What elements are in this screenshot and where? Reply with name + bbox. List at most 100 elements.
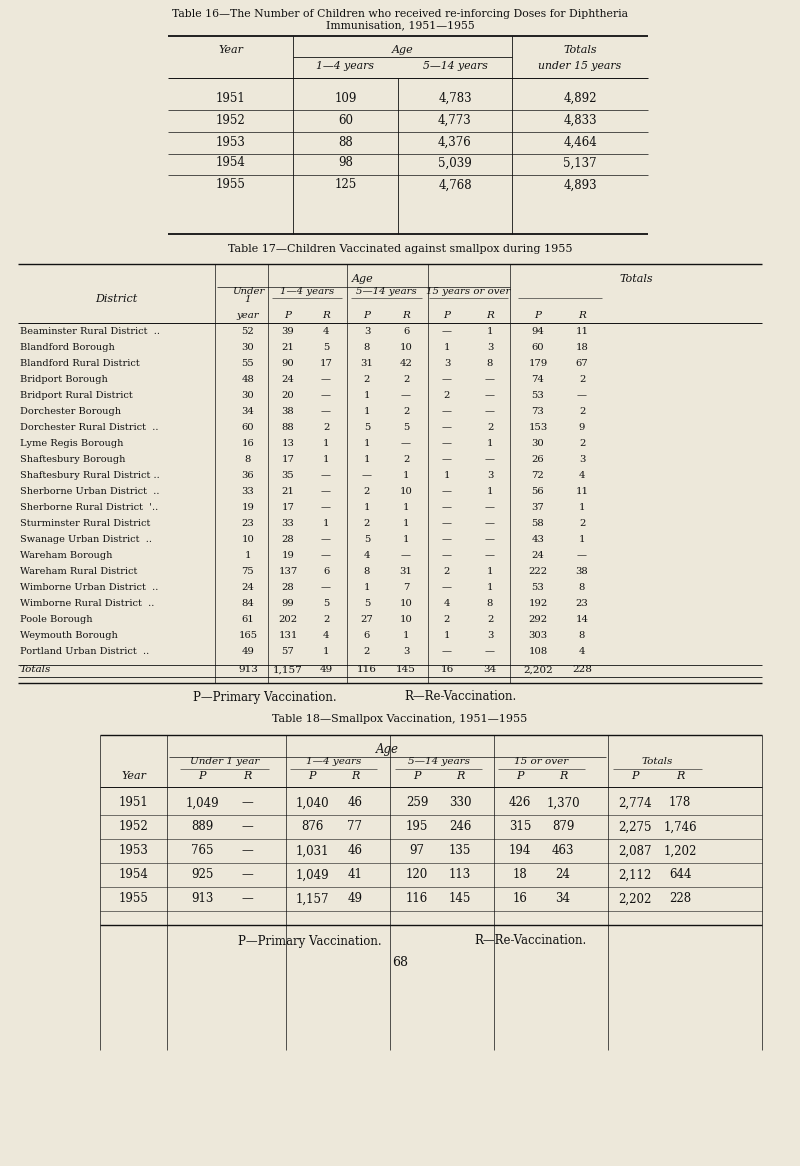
Text: Under 1 year: Under 1 year xyxy=(190,758,259,766)
Text: 14: 14 xyxy=(575,616,589,625)
Text: 94: 94 xyxy=(531,328,545,337)
Text: 879: 879 xyxy=(552,821,574,834)
Text: 925: 925 xyxy=(191,869,213,881)
Text: 2: 2 xyxy=(364,487,370,497)
Text: 913: 913 xyxy=(238,666,258,674)
Text: —: — xyxy=(485,647,495,656)
Text: 21: 21 xyxy=(282,487,294,497)
Text: —: — xyxy=(485,375,495,385)
Text: 3: 3 xyxy=(444,359,450,368)
Text: —: — xyxy=(485,456,495,464)
Text: 1: 1 xyxy=(402,632,410,640)
Text: Wareham Borough: Wareham Borough xyxy=(20,552,112,561)
Text: —: — xyxy=(241,892,253,906)
Text: 116: 116 xyxy=(357,666,377,674)
Text: —: — xyxy=(442,375,452,385)
Text: 61: 61 xyxy=(242,616,254,625)
Text: P: P xyxy=(414,771,421,781)
Text: 53: 53 xyxy=(532,392,544,400)
Text: 153: 153 xyxy=(528,423,548,433)
Text: 259: 259 xyxy=(406,796,428,809)
Text: 1954: 1954 xyxy=(118,869,149,881)
Text: 55: 55 xyxy=(242,359,254,368)
Text: Blandford Borough: Blandford Borough xyxy=(20,344,114,352)
Text: 10: 10 xyxy=(242,535,254,545)
Text: 2: 2 xyxy=(487,616,493,625)
Text: 2: 2 xyxy=(487,423,493,433)
Text: 4: 4 xyxy=(322,328,330,337)
Text: 2: 2 xyxy=(364,375,370,385)
Text: Table 17—Children Vaccinated against smallpox during 1955: Table 17—Children Vaccinated against sma… xyxy=(228,244,572,254)
Text: 194: 194 xyxy=(509,844,531,857)
Text: P: P xyxy=(285,311,291,321)
Text: 3: 3 xyxy=(487,471,493,480)
Text: Lyme Regis Borough: Lyme Regis Borough xyxy=(20,440,123,449)
Text: 1: 1 xyxy=(578,504,586,513)
Text: 2: 2 xyxy=(403,456,409,464)
Text: 34: 34 xyxy=(483,666,497,674)
Text: 8: 8 xyxy=(364,568,370,576)
Text: —: — xyxy=(442,535,452,545)
Text: 27: 27 xyxy=(361,616,374,625)
Text: 60: 60 xyxy=(532,344,544,352)
Text: —: — xyxy=(321,487,331,497)
Text: R—Re-Vaccination.: R—Re-Vaccination. xyxy=(474,934,586,948)
Text: R: R xyxy=(676,771,684,781)
Text: Totals: Totals xyxy=(619,274,653,285)
Text: 16: 16 xyxy=(440,666,454,674)
Text: 17: 17 xyxy=(282,456,294,464)
Text: 3: 3 xyxy=(364,328,370,337)
Text: 1: 1 xyxy=(322,647,330,656)
Text: 97: 97 xyxy=(410,844,425,857)
Text: 1—4 years: 1—4 years xyxy=(306,758,361,766)
Text: 8: 8 xyxy=(579,583,585,592)
Text: 644: 644 xyxy=(669,869,691,881)
Text: 1,157: 1,157 xyxy=(273,666,303,674)
Text: 1: 1 xyxy=(402,471,410,480)
Text: Shaftesbury Borough: Shaftesbury Borough xyxy=(20,456,126,464)
Text: 2: 2 xyxy=(444,392,450,400)
Text: P: P xyxy=(198,771,206,781)
Text: 2: 2 xyxy=(579,440,585,449)
Text: 109: 109 xyxy=(334,91,357,105)
Text: 913: 913 xyxy=(191,892,213,906)
Text: 5—14 years: 5—14 years xyxy=(407,758,470,766)
Text: Bridport Rural District: Bridport Rural District xyxy=(20,392,133,400)
Text: 1: 1 xyxy=(364,583,370,592)
Text: 53: 53 xyxy=(532,583,544,592)
Text: 1,031: 1,031 xyxy=(295,844,329,857)
Text: P: P xyxy=(534,311,542,321)
Text: 1951: 1951 xyxy=(216,91,246,105)
Text: R: R xyxy=(322,311,330,321)
Text: Wareham Rural District: Wareham Rural District xyxy=(20,568,138,576)
Text: 1: 1 xyxy=(486,583,494,592)
Text: 75: 75 xyxy=(242,568,254,576)
Text: 6: 6 xyxy=(364,632,370,640)
Text: 1: 1 xyxy=(444,632,450,640)
Text: Sherborne Rural District  '..: Sherborne Rural District '.. xyxy=(20,504,158,513)
Text: R: R xyxy=(351,771,359,781)
Text: 3: 3 xyxy=(487,344,493,352)
Text: Under: Under xyxy=(232,287,264,295)
Text: —: — xyxy=(321,471,331,480)
Text: 68: 68 xyxy=(392,956,408,969)
Text: 57: 57 xyxy=(282,647,294,656)
Text: Blandford Rural District: Blandford Rural District xyxy=(20,359,140,368)
Text: Beaminster Rural District  ..: Beaminster Rural District .. xyxy=(20,328,160,337)
Text: 2: 2 xyxy=(364,520,370,528)
Text: 84: 84 xyxy=(242,599,254,609)
Text: 16: 16 xyxy=(513,892,527,906)
Text: 1—4 years: 1—4 years xyxy=(280,287,334,295)
Text: 10: 10 xyxy=(399,599,413,609)
Text: 49: 49 xyxy=(242,647,254,656)
Text: 1955: 1955 xyxy=(118,892,149,906)
Text: Poole Borough: Poole Borough xyxy=(20,616,93,625)
Text: 330: 330 xyxy=(449,796,471,809)
Text: 24: 24 xyxy=(242,583,254,592)
Text: 74: 74 xyxy=(531,375,545,385)
Text: —: — xyxy=(442,583,452,592)
Text: 765: 765 xyxy=(190,844,214,857)
Text: 73: 73 xyxy=(532,407,544,416)
Text: 38: 38 xyxy=(282,407,294,416)
Text: 72: 72 xyxy=(532,471,544,480)
